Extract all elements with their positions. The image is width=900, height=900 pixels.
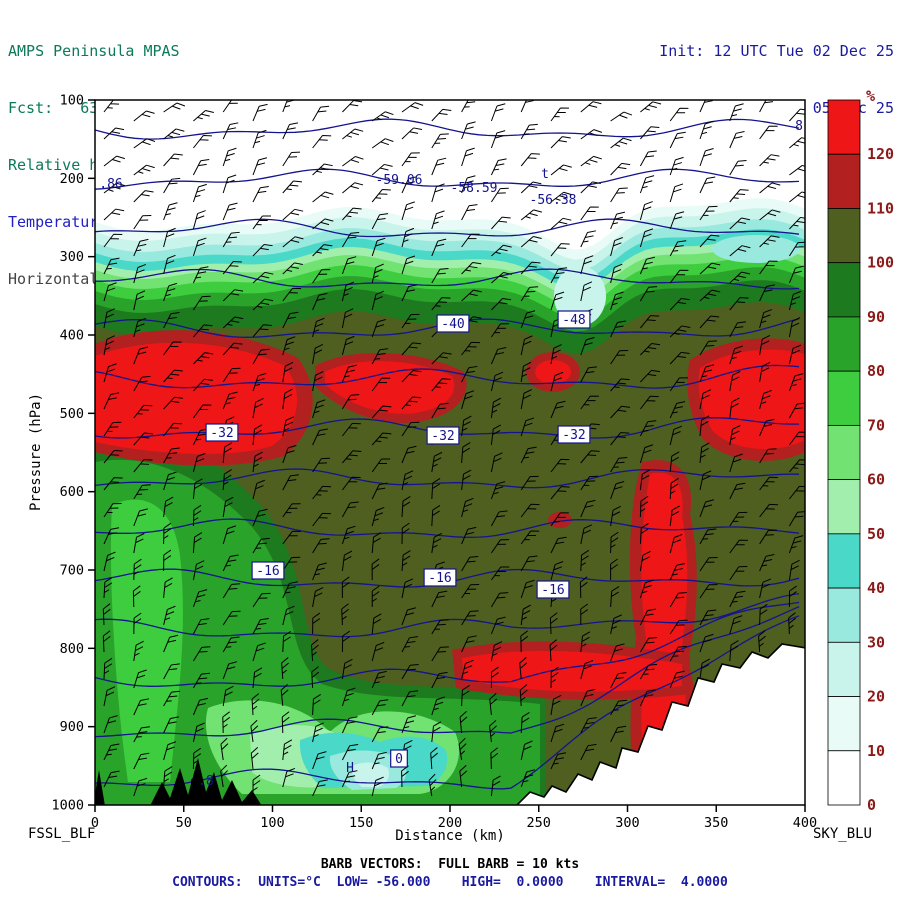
contour-label: -32 — [210, 426, 233, 441]
colorbar-tick-label: 30 — [867, 633, 885, 651]
contour-label-box — [436, 314, 470, 333]
contour-label: -16 — [256, 564, 279, 579]
x-tick-label: 50 — [176, 815, 192, 831]
colorbar-tick-label: 120 — [867, 145, 894, 163]
contour-label: t — [541, 167, 549, 182]
y-tick-label: 1000 — [51, 798, 84, 814]
y-tick-label: 100 — [60, 93, 84, 109]
x-tick-label: 150 — [349, 815, 373, 831]
colorbar-cell — [827, 153, 861, 209]
colorbar-cell — [827, 262, 861, 318]
y-tick-label: 600 — [60, 484, 84, 500]
colorbar-cell — [827, 370, 861, 426]
colorbar-tick-label: 50 — [867, 525, 885, 543]
contour-label-box — [251, 561, 285, 580]
y-tick-label: 200 — [60, 171, 84, 187]
contour-label-box — [557, 310, 591, 329]
x-tick-label: 0 — [91, 815, 99, 831]
contour-label: H — [346, 761, 354, 776]
barb-legend: BARB VECTORS: FULL BARB = 10 kts — [320, 857, 580, 872]
x-tick-label: 300 — [615, 815, 639, 831]
contour-labels: .86 -59.06 -58.59 t -56.38 8 -40 -48 -32 -32 -32 -1… — [99, 119, 803, 789]
colorbar-tick-label: 60 — [867, 471, 885, 489]
x-tick-label: 400 — [793, 815, 817, 831]
init-time: Init: 12 UTC Tue 02 Dec 25 — [659, 42, 894, 60]
x-tick-label: 200 — [438, 815, 462, 831]
terrain-peaks-left — [150, 758, 262, 805]
colorbar-cell — [827, 208, 861, 264]
y-tick-label: 300 — [60, 249, 84, 265]
contour-label: -40 — [441, 317, 464, 332]
y-tick-label: 400 — [60, 328, 84, 344]
left-endpoint-label: FSSL_BLF — [28, 826, 95, 842]
y-tick-label: 800 — [60, 641, 84, 657]
contour-label-box — [205, 423, 239, 442]
contour-label-box — [557, 425, 591, 444]
contour-label-box — [536, 580, 570, 599]
colorbar-tick-label: 20 — [867, 688, 885, 706]
y-tick-label: 900 — [60, 719, 84, 735]
y-tick-label: 500 — [60, 406, 84, 422]
colorbar-tick-label: 70 — [867, 416, 885, 434]
colorbar-cell — [827, 533, 861, 589]
colorbar-cell — [827, 479, 861, 535]
contour-label-box — [426, 426, 460, 445]
colorbar-cell — [827, 316, 861, 372]
field-temperature-label: Temperature — [8, 213, 108, 231]
colorbar-unit-label: % — [866, 87, 875, 105]
x-tick-label: 250 — [527, 815, 551, 831]
header-row-1: AMPS Peninsula MPAS Init: 12 UTC Tue 02 … — [8, 42, 894, 61]
humidity-fill-field — [95, 100, 805, 805]
tick-labels: 100 200 300 400 500 600 700 800 900 1000 0 50 100 150… — [51, 93, 817, 832]
x-tick-label: 100 — [260, 815, 284, 831]
contour-label-box — [423, 568, 457, 587]
colorbar-tick-label: 110 — [867, 199, 894, 217]
contour-label: -58.59 — [451, 181, 498, 196]
colorbar-tick-label: 100 — [867, 254, 894, 272]
colorbar-cell — [827, 641, 861, 697]
colorbar-tick-label: 0 — [867, 796, 876, 814]
contour-label: -48 — [562, 313, 585, 328]
colorbar-cell — [827, 750, 861, 806]
contour-label: -59.06 — [376, 173, 423, 188]
contour-label: -16 — [428, 571, 451, 586]
y-tick-label: 700 — [60, 563, 84, 579]
contour-label: 8 — [795, 119, 803, 134]
model-title: AMPS Peninsula MPAS — [8, 42, 180, 60]
contour-label: -32 — [431, 429, 454, 444]
contour-label: .86 — [99, 177, 122, 192]
colorbar-tick-label: 80 — [867, 362, 885, 380]
contour-label: 0 — [395, 752, 403, 767]
contour-legend: CONTOURS: UNITS=°C LOW= -56.000 HIGH= 0.… — [172, 875, 728, 890]
x-tick-label: 350 — [704, 815, 728, 831]
colorbar-tick-label: 10 — [867, 742, 885, 760]
contour-label-box — [390, 749, 408, 768]
contour-label: -16 — [541, 583, 564, 598]
colorbar-cell — [827, 696, 861, 752]
colorbar-cell — [827, 587, 861, 643]
terrain-profile — [515, 643, 805, 805]
contour-label: -56.38 — [530, 193, 577, 208]
contour-label: -32 — [562, 428, 585, 443]
colorbar-cell — [827, 99, 861, 155]
y-axis-title: Pressure (hPa) — [28, 393, 44, 511]
plot-frame — [88, 99, 806, 812]
contour-label: .8 — [198, 774, 214, 789]
colorbar-tick-label: 90 — [867, 308, 885, 326]
x-axis-title: Distance (km) — [395, 828, 505, 844]
colorbar-tick-label: 40 — [867, 579, 885, 597]
colorbar-cell — [827, 424, 861, 481]
right-endpoint-label: SKY_BLU — [813, 826, 872, 842]
